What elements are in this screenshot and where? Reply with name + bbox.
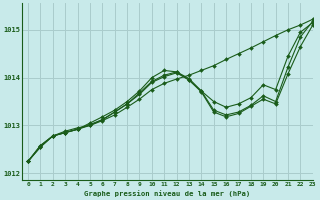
X-axis label: Graphe pression niveau de la mer (hPa): Graphe pression niveau de la mer (hPa): [84, 190, 251, 197]
